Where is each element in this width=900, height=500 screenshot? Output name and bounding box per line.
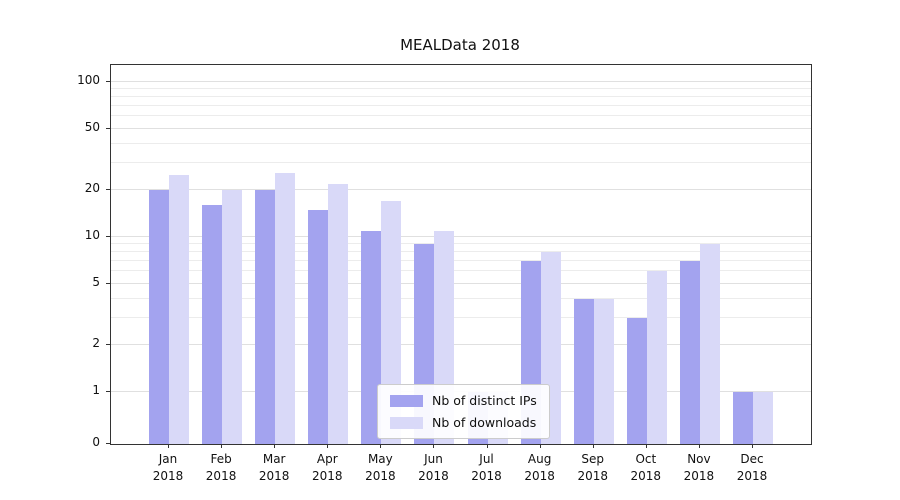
bar-distinct-ips [149, 190, 169, 444]
bar-distinct-ips [573, 298, 594, 444]
bar-downloads [169, 175, 189, 444]
y-tick-mark [106, 391, 110, 392]
x-tick-mark [168, 444, 169, 448]
gridline [111, 251, 811, 253]
gridline [111, 282, 811, 284]
y-tick-label: 50 [84, 119, 100, 134]
bar-downloads [646, 271, 667, 444]
legend-label-distinct-ips: Nb of distinct IPs [432, 393, 537, 408]
y-tick-label: 100 [77, 73, 100, 87]
gridline [111, 270, 811, 272]
x-tick-mark [645, 444, 647, 448]
bar-distinct-ips [202, 205, 223, 444]
gridline [111, 105, 811, 107]
x-tick-mark [380, 444, 382, 448]
y-tick-label: 0 [92, 435, 100, 449]
y-tick-mark [106, 81, 110, 82]
gridline [111, 127, 811, 129]
y-tick-mark [106, 189, 110, 191]
gridline [111, 297, 811, 299]
x-tick-label: May 2018 [365, 452, 396, 483]
x-tick-label: Jun 2018 [418, 452, 449, 483]
x-tick-mark [221, 444, 223, 448]
gridline [111, 344, 811, 346]
x-tick-label: Dec 2018 [736, 452, 768, 483]
x-tick-mark [752, 444, 753, 448]
bar-distinct-ips [255, 190, 276, 444]
legend-swatch-downloads [390, 416, 423, 429]
bar-downloads [275, 172, 296, 444]
x-tick-mark [486, 444, 488, 448]
x-tick-mark [274, 444, 276, 448]
y-tick-label: 1 [92, 383, 100, 397]
bar-downloads [328, 183, 349, 444]
bar-downloads [699, 244, 720, 444]
gridline [111, 88, 811, 90]
y-tick-mark [106, 127, 110, 129]
gridline [111, 96, 811, 98]
bar-distinct-ips [733, 392, 753, 444]
gridline [111, 162, 811, 164]
x-tick-label: Aug 2018 [524, 452, 555, 483]
plot-area: Nb of distinct IPs Nb of downloads [110, 64, 812, 445]
bar-downloads [753, 392, 773, 444]
x-tick-label: Oct 2018 [630, 452, 662, 483]
x-tick-mark [698, 444, 700, 448]
gridline [111, 317, 811, 319]
gridline [111, 81, 811, 82]
bar-distinct-ips [308, 209, 329, 444]
y-tick-mark [106, 282, 110, 284]
bar-downloads [222, 190, 243, 444]
x-tick-label: Mar 2018 [258, 452, 290, 483]
bar-downloads [593, 298, 614, 444]
x-tick-label: Sep 2018 [577, 452, 608, 483]
chart-title: MEALData 2018 [400, 36, 520, 54]
y-tick-label: 10 [84, 228, 100, 242]
x-tick-label: Feb 2018 [205, 452, 237, 483]
legend-label-downloads: Nb of downloads [432, 415, 537, 430]
x-tick-mark [539, 444, 541, 448]
x-tick-label: Nov 2018 [683, 452, 715, 483]
bar-distinct-ips [626, 318, 647, 444]
x-tick-label: Jul 2018 [471, 452, 502, 483]
x-tick-mark [327, 444, 329, 448]
y-tick-mark [106, 443, 110, 444]
y-tick-label: 2 [92, 336, 100, 351]
legend-item-distinct-ips: Nb of distinct IPs [390, 393, 537, 408]
gridline [111, 189, 811, 191]
gridline [111, 115, 811, 117]
x-tick-label: Apr 2018 [311, 452, 343, 483]
x-tick-mark [433, 444, 435, 448]
y-tick-label: 5 [92, 274, 100, 289]
legend-swatch-distinct-ips [390, 394, 423, 407]
bar-downloads [381, 201, 402, 444]
x-tick-label: Jan 2018 [152, 452, 184, 483]
x-tick-mark [592, 444, 594, 448]
gridline [111, 243, 811, 245]
gridline [111, 260, 811, 262]
legend: Nb of distinct IPs Nb of downloads [377, 384, 550, 439]
y-tick-label: 20 [84, 181, 100, 196]
legend-item-downloads: Nb of downloads [390, 415, 537, 430]
gridline [111, 142, 811, 144]
bar-distinct-ips [679, 261, 700, 444]
gridline [111, 236, 811, 237]
bar-distinct-ips [361, 230, 382, 444]
y-tick-mark [106, 236, 110, 237]
y-tick-mark [106, 344, 110, 346]
